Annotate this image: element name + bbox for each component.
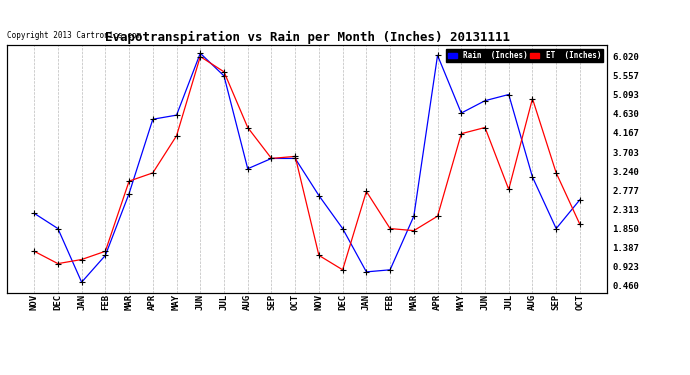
Legend: Rain  (Inches), ET  (Inches): Rain (Inches), ET (Inches) [446, 49, 603, 62]
Title: Evapotranspiration vs Rain per Month (Inches) 20131111: Evapotranspiration vs Rain per Month (In… [105, 31, 509, 44]
Text: Copyright 2013 Cartronics.com: Copyright 2013 Cartronics.com [7, 31, 141, 40]
